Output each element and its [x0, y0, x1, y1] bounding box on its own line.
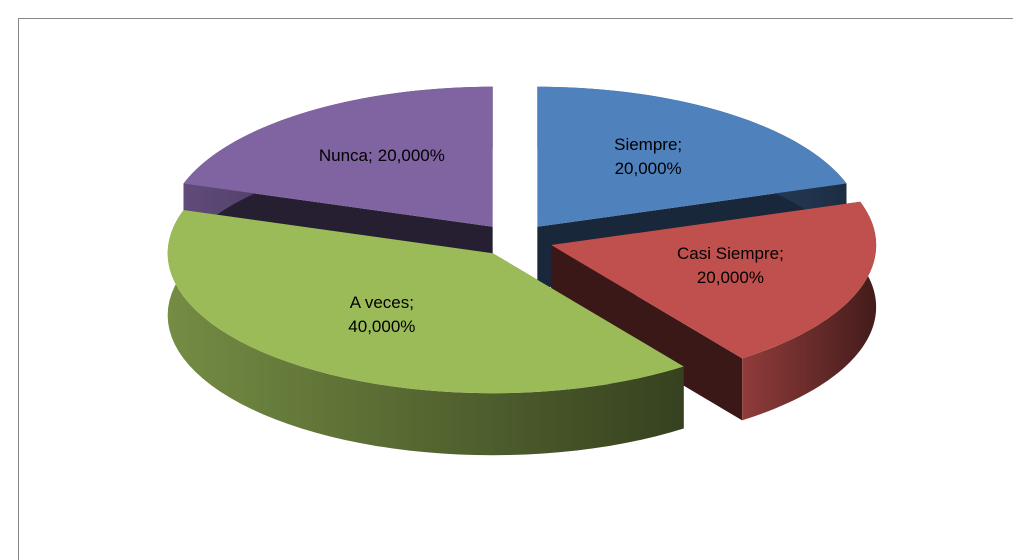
slice-side [742, 201, 877, 421]
pie-slice [551, 201, 877, 359]
label-value: 20,000% [615, 159, 682, 178]
pie-slice [537, 86, 847, 227]
label-separator: ; [409, 293, 414, 312]
slice-side [167, 209, 684, 456]
label-category: A veces [350, 293, 410, 312]
pie-slice [167, 209, 684, 394]
pie-slice [183, 86, 493, 227]
label-separator: ; [368, 146, 373, 165]
data-label: A veces; 40,000% [348, 293, 415, 336]
label-value: 40,000% [348, 317, 415, 336]
data-label: Nunca; 20,000% [319, 146, 445, 165]
slice-side [551, 245, 743, 421]
data-label: Siempre; 20,000% [614, 135, 682, 178]
label-category: Siempre [614, 135, 677, 154]
label-category: Nunca [319, 146, 369, 165]
data-label: Casi Siempre; 20,000% [677, 244, 784, 287]
label-separator: ; [779, 244, 784, 263]
label-value: 20,000% [697, 268, 764, 287]
label-category: Casi Siempre [677, 244, 779, 263]
label-value: 20,000% [378, 146, 445, 165]
label-separator: ; [677, 135, 682, 154]
